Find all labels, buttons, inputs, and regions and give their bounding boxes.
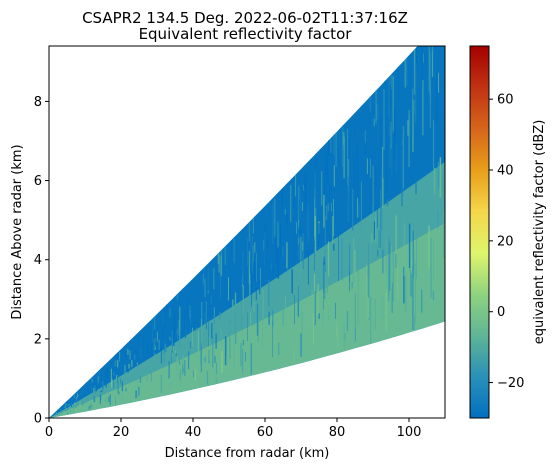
x-tick-label: 0 [45,425,53,440]
x-axis-ticks: 0 20 40 60 80 100 [45,418,422,440]
x-tick-label: 60 [257,425,274,440]
reflectivity-streaks [55,46,445,417]
y-tick-label: 4 [34,253,42,268]
reflectivity-band [49,222,445,418]
y-tick-label: 0 [34,412,42,427]
y-tick-label: 8 [34,95,42,110]
colorbar-label: equivalent reflectivity factor (dBZ) [532,120,547,345]
y-tick-label: 2 [34,332,42,347]
colorbar-tick-label: −20 [497,376,524,391]
chart-title: CSAPR2 134.5 Deg. 2022-06-02T11:37:16Z [82,9,408,27]
colorbar-ticks: −20 0 20 40 60 [489,93,524,391]
plot-area [49,46,445,418]
x-tick-label: 20 [113,425,130,440]
x-axis-label: Distance from radar (km) [165,446,330,461]
y-axis-label: Distance Above radar (km) [10,144,25,319]
y-tick-label: 6 [34,174,42,189]
colorbar-tick-label: 20 [497,234,514,249]
reflectivity-band [49,46,445,418]
plot-frame [48,45,446,419]
x-tick-label: 100 [397,425,422,440]
colorbar-tick-label: 40 [497,164,514,179]
x-tick-label: 80 [329,425,346,440]
colorbar-tick-label: 0 [497,305,505,320]
y-axis-ticks: 0 2 4 6 8 [34,95,49,427]
colorbar: −20 0 20 40 60 equivalent reflectivity facto… [469,45,547,419]
reflectivity-bands [49,46,445,418]
chart-subtitle: Equivalent reflectivity factor [139,25,353,43]
colorbar-tick-label: 60 [497,93,514,108]
colorbar-bar [469,45,490,419]
x-tick-label: 40 [185,425,202,440]
